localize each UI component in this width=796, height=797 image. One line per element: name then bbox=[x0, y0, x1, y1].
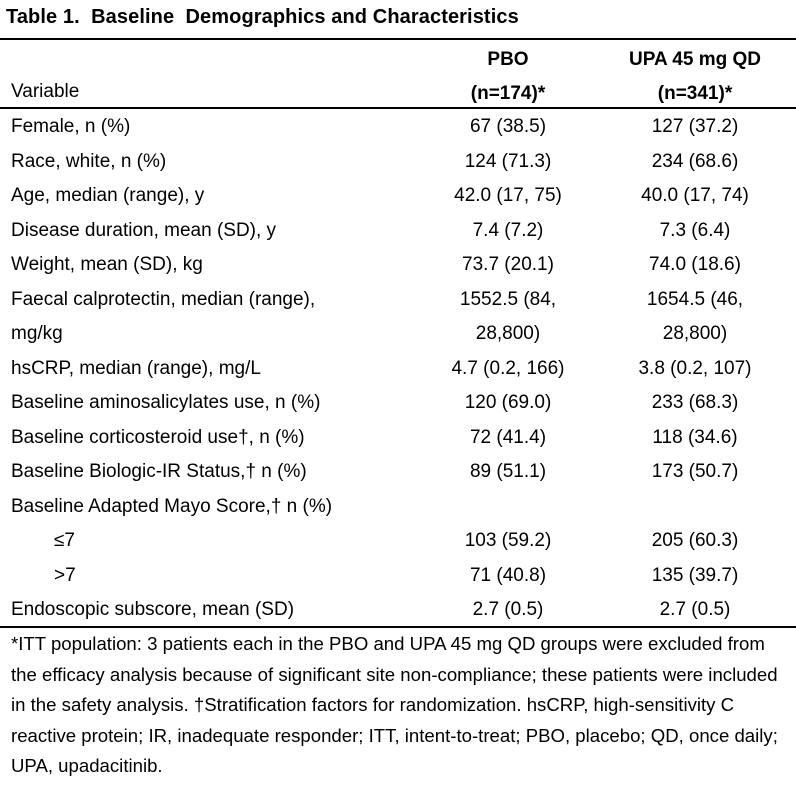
row-upa-value: 2.7 (0.5) bbox=[659, 599, 731, 620]
header-rule bbox=[0, 107, 796, 109]
header-upa-n: (n=341)* bbox=[657, 83, 733, 104]
row-pbo-value: 73.7 (20.1) bbox=[462, 254, 554, 275]
row-upa-value: 234 (68.6) bbox=[651, 150, 739, 172]
row-pbo-value: 89 (51.1) bbox=[469, 461, 547, 482]
row-upa-value: 173 (50.7) bbox=[651, 461, 739, 482]
table-row-corticosteroid: Baseline corticosteroid use†, n (%) 72 (… bbox=[0, 421, 796, 456]
row-pbo-value: 71 (40.8) bbox=[469, 564, 547, 586]
row-upa-value: 205 (60.3) bbox=[651, 530, 739, 551]
row-variable: Disease duration, mean (SD), y bbox=[11, 219, 277, 241]
row-pbo-value: 67 (38.5) bbox=[469, 116, 547, 137]
row-pbo-value: 120 (69.0) bbox=[464, 392, 552, 413]
row-upa-value: 135 (39.7) bbox=[651, 564, 739, 586]
row-variable: >7 bbox=[54, 564, 76, 586]
header-pbo-label: PBO bbox=[487, 49, 529, 70]
row-variable: Baseline corticosteroid use†, n (%) bbox=[11, 426, 305, 448]
row-variable: Race, white, n (%) bbox=[11, 150, 167, 172]
row-pbo-value-line2: 28,800) bbox=[475, 323, 541, 344]
row-upa-value-line2: 28,800) bbox=[662, 323, 728, 344]
table-row-endoscopic: Endoscopic subscore, mean (SD) 2.7 (0.5)… bbox=[0, 593, 796, 628]
row-upa-value: 74.0 (18.6) bbox=[649, 254, 741, 275]
header-upa-label: UPA 45 mg QD bbox=[629, 49, 761, 70]
table-row-weight: Weight, mean (SD), kg 73.7 (20.1) 74.0 (… bbox=[0, 248, 796, 283]
row-pbo-value: 1552.5 (84, 28,800) bbox=[408, 283, 608, 352]
row-pbo-value: 103 (59.2) bbox=[464, 530, 552, 551]
table-row-hscrp: hsCRP, median (range), mg/L 4.7 (0.2, 16… bbox=[0, 352, 796, 387]
row-variable: Faecal calprotectin, median (range), mg/… bbox=[11, 283, 411, 352]
row-variable-line1: Faecal calprotectin, median (range), bbox=[11, 288, 316, 310]
row-pbo-value: 4.7 (0.2, 166) bbox=[451, 357, 565, 379]
row-pbo-value: 7.4 (7.2) bbox=[472, 219, 544, 241]
table-footnote: *ITT population: 3 patients each in the … bbox=[11, 633, 778, 776]
table-row-race: Race, white, n (%) 124 (71.3) 234 (68.6) bbox=[0, 145, 796, 180]
table-title: Table 1. Baseline Demographics and Chara… bbox=[6, 6, 519, 28]
row-pbo-value: 72 (41.4) bbox=[469, 426, 547, 448]
row-upa-value: 1654.5 (46, 28,800) bbox=[605, 283, 785, 352]
header-pbo-n: (n=174)* bbox=[470, 83, 546, 104]
row-pbo-value-line1: 1552.5 (84, bbox=[459, 288, 557, 310]
table-row-mayo-gt7: >7 71 (40.8) 135 (39.7) bbox=[0, 559, 796, 594]
row-variable: Baseline Adapted Mayo Score,† n (%) bbox=[11, 495, 333, 517]
header-pbo: PBO (n=174)* bbox=[408, 43, 608, 111]
row-upa-value: 118 (34.6) bbox=[652, 426, 738, 448]
header-upa: UPA 45 mg QD (n=341)* bbox=[590, 43, 796, 111]
row-variable: ≤7 bbox=[54, 530, 75, 551]
row-upa-value: 127 (37.2) bbox=[651, 116, 739, 137]
row-pbo-value: 2.7 (0.5) bbox=[472, 599, 544, 620]
top-rule bbox=[0, 38, 796, 40]
table-body: Female, n (%) 67 (38.5) 127 (37.2) Race,… bbox=[0, 110, 796, 628]
row-variable: Weight, mean (SD), kg bbox=[11, 254, 203, 275]
row-pbo-value: 124 (71.3) bbox=[464, 150, 552, 172]
table-row-age: Age, median (range), y 42.0 (17, 75) 40.… bbox=[0, 179, 796, 214]
bottom-rule bbox=[0, 626, 796, 628]
table-row-aminosalicylates: Baseline aminosalicylates use, n (%) 120… bbox=[0, 386, 796, 421]
header-variable: Variable bbox=[11, 81, 80, 102]
row-variable: Baseline Biologic-IR Status,† n (%) bbox=[11, 461, 307, 482]
row-pbo-value: 42.0 (17, 75) bbox=[454, 185, 562, 206]
row-upa-value: 3.8 (0.2, 107) bbox=[638, 357, 752, 379]
row-upa-value-line1: 1654.5 (46, bbox=[646, 288, 744, 310]
row-upa-value: 40.0 (17, 74) bbox=[641, 185, 749, 206]
row-upa-value: 7.3 (6.4) bbox=[659, 219, 731, 241]
row-upa-value: 233 (68.3) bbox=[651, 392, 739, 413]
row-variable: hsCRP, median (range), mg/L bbox=[11, 357, 261, 379]
table-row-biologic-ir: Baseline Biologic-IR Status,† n (%) 89 (… bbox=[0, 455, 796, 490]
table-row-faecal-calprotectin: Faecal calprotectin, median (range), mg/… bbox=[0, 283, 796, 352]
row-variable: Endoscopic subscore, mean (SD) bbox=[11, 599, 295, 620]
table-row-mayo-le7: ≤7 103 (59.2) 205 (60.3) bbox=[0, 524, 796, 559]
row-variable: Baseline aminosalicylates use, n (%) bbox=[11, 392, 321, 413]
row-variable-line2: mg/kg bbox=[11, 323, 63, 344]
row-variable: Female, n (%) bbox=[11, 116, 131, 137]
table-row-mayo-score: Baseline Adapted Mayo Score,† n (%) bbox=[0, 490, 796, 525]
table-row-female: Female, n (%) 67 (38.5) 127 (37.2) bbox=[0, 110, 796, 145]
table-row-disease-duration: Disease duration, mean (SD), y 7.4 (7.2)… bbox=[0, 214, 796, 249]
row-variable: Age, median (range), y bbox=[11, 185, 205, 206]
